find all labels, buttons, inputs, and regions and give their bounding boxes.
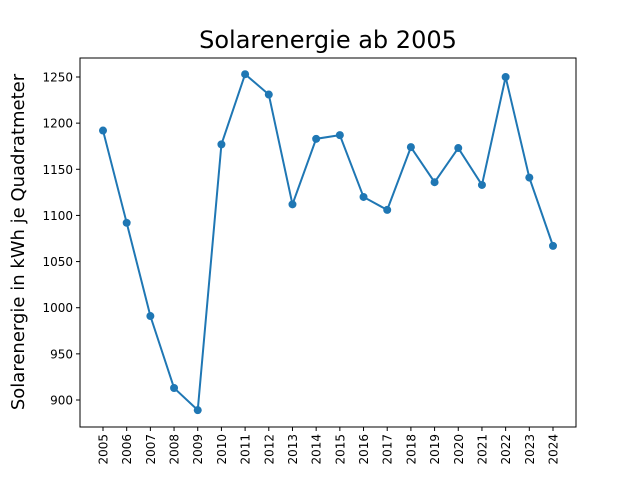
y-tick-label: 1100	[42, 209, 73, 223]
x-tick-label: 2021	[475, 434, 489, 465]
x-tick-label: 2011	[239, 434, 253, 465]
y-tick-label: 1050	[42, 255, 73, 269]
data-point	[264, 90, 273, 99]
x-tick-label: 2018	[404, 434, 418, 465]
data-point	[549, 241, 557, 250]
data-point	[454, 144, 463, 153]
data-point	[170, 384, 179, 393]
x-tick-label: 2014	[310, 434, 324, 465]
data-point	[193, 406, 202, 415]
data-point	[312, 134, 321, 143]
data-point	[122, 218, 131, 227]
data-point	[288, 200, 297, 209]
data-point	[241, 70, 250, 79]
x-tick-label: 2008	[168, 434, 182, 465]
x-tick-label: 2020	[452, 434, 466, 465]
x-tick-label: 2012	[262, 434, 276, 465]
x-tick-label: 2022	[499, 434, 513, 465]
data-point	[477, 180, 486, 189]
x-tick-label: 2010	[215, 434, 229, 465]
data-point	[430, 178, 439, 187]
x-tick-label: 2009	[191, 434, 205, 465]
y-tick-label: 950	[50, 347, 73, 361]
x-tick-label: 2024	[547, 434, 561, 465]
y-tick-label: 1200	[42, 117, 73, 131]
data-point	[217, 140, 226, 149]
data-point	[146, 312, 155, 321]
data-point	[359, 192, 368, 201]
x-tick-label: 2019	[428, 434, 442, 465]
plot-area	[79, 57, 577, 428]
data-point	[99, 126, 107, 135]
y-tick-label: 900	[50, 394, 73, 408]
x-tick-label: 2015	[333, 434, 347, 465]
x-tick-label: 2013	[286, 434, 300, 465]
y-tick-label: 1250	[42, 71, 73, 85]
x-tick-label: 2007	[144, 434, 158, 465]
x-tick-label: 2017	[381, 434, 395, 465]
data-point	[383, 205, 392, 214]
y-tick-label: 1000	[42, 301, 73, 315]
data-point	[335, 131, 344, 140]
chart-title: Solarenergie ab 2005	[199, 26, 457, 54]
x-tick-label: 2006	[120, 434, 134, 465]
y-axis-label: Solarenergie in kWh je Quadratmeter	[8, 73, 29, 410]
data-point	[406, 143, 415, 152]
x-tick-label: 2005	[97, 434, 111, 465]
data-point	[525, 173, 534, 182]
x-tick-label: 2016	[357, 434, 371, 465]
data-point	[501, 73, 510, 81]
series-line	[102, 72, 554, 413]
y-tick-label: 1150	[42, 163, 73, 177]
x-tick-label: 2023	[523, 434, 537, 465]
